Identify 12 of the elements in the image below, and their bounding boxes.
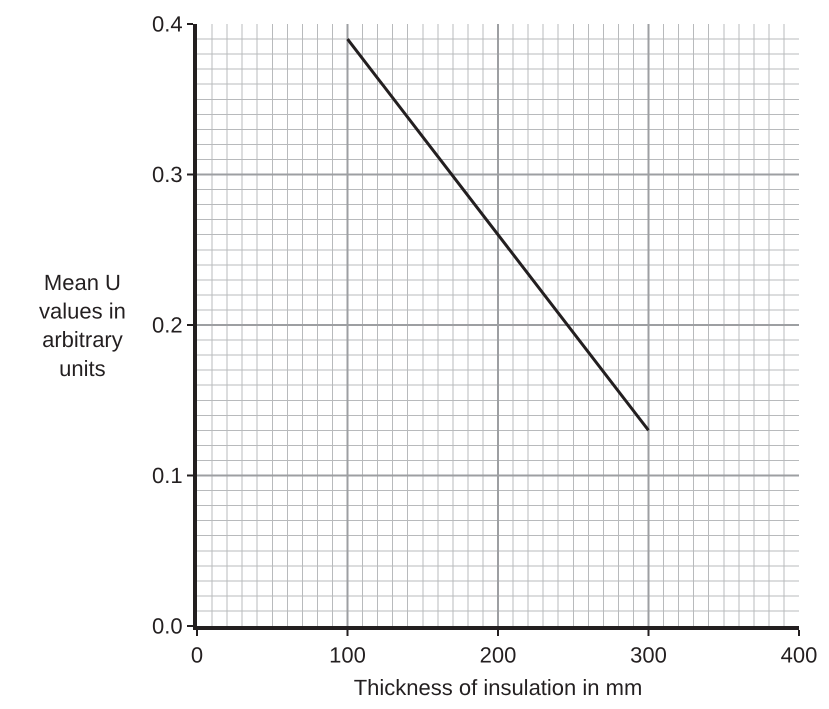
y-tick-label: 0.1 <box>152 463 183 488</box>
x-tick-label: 300 <box>630 642 667 668</box>
x-tick-label: 0 <box>190 642 204 668</box>
y-tick-label: 0.4 <box>152 12 183 37</box>
x-axis-title: Thickness of insulation in mm <box>354 674 642 700</box>
y-axis-title: Mean U values in arbitrary units <box>39 270 126 381</box>
y-tick-label: 0.0 <box>152 614 183 639</box>
x-tick-label: 400 <box>780 642 818 668</box>
x-tick-label: 100 <box>329 642 366 668</box>
x-tick-label: 200 <box>480 642 516 668</box>
y-tick-label: 0.2 <box>152 312 183 338</box>
y-tick-label: 0.3 <box>152 162 183 188</box>
